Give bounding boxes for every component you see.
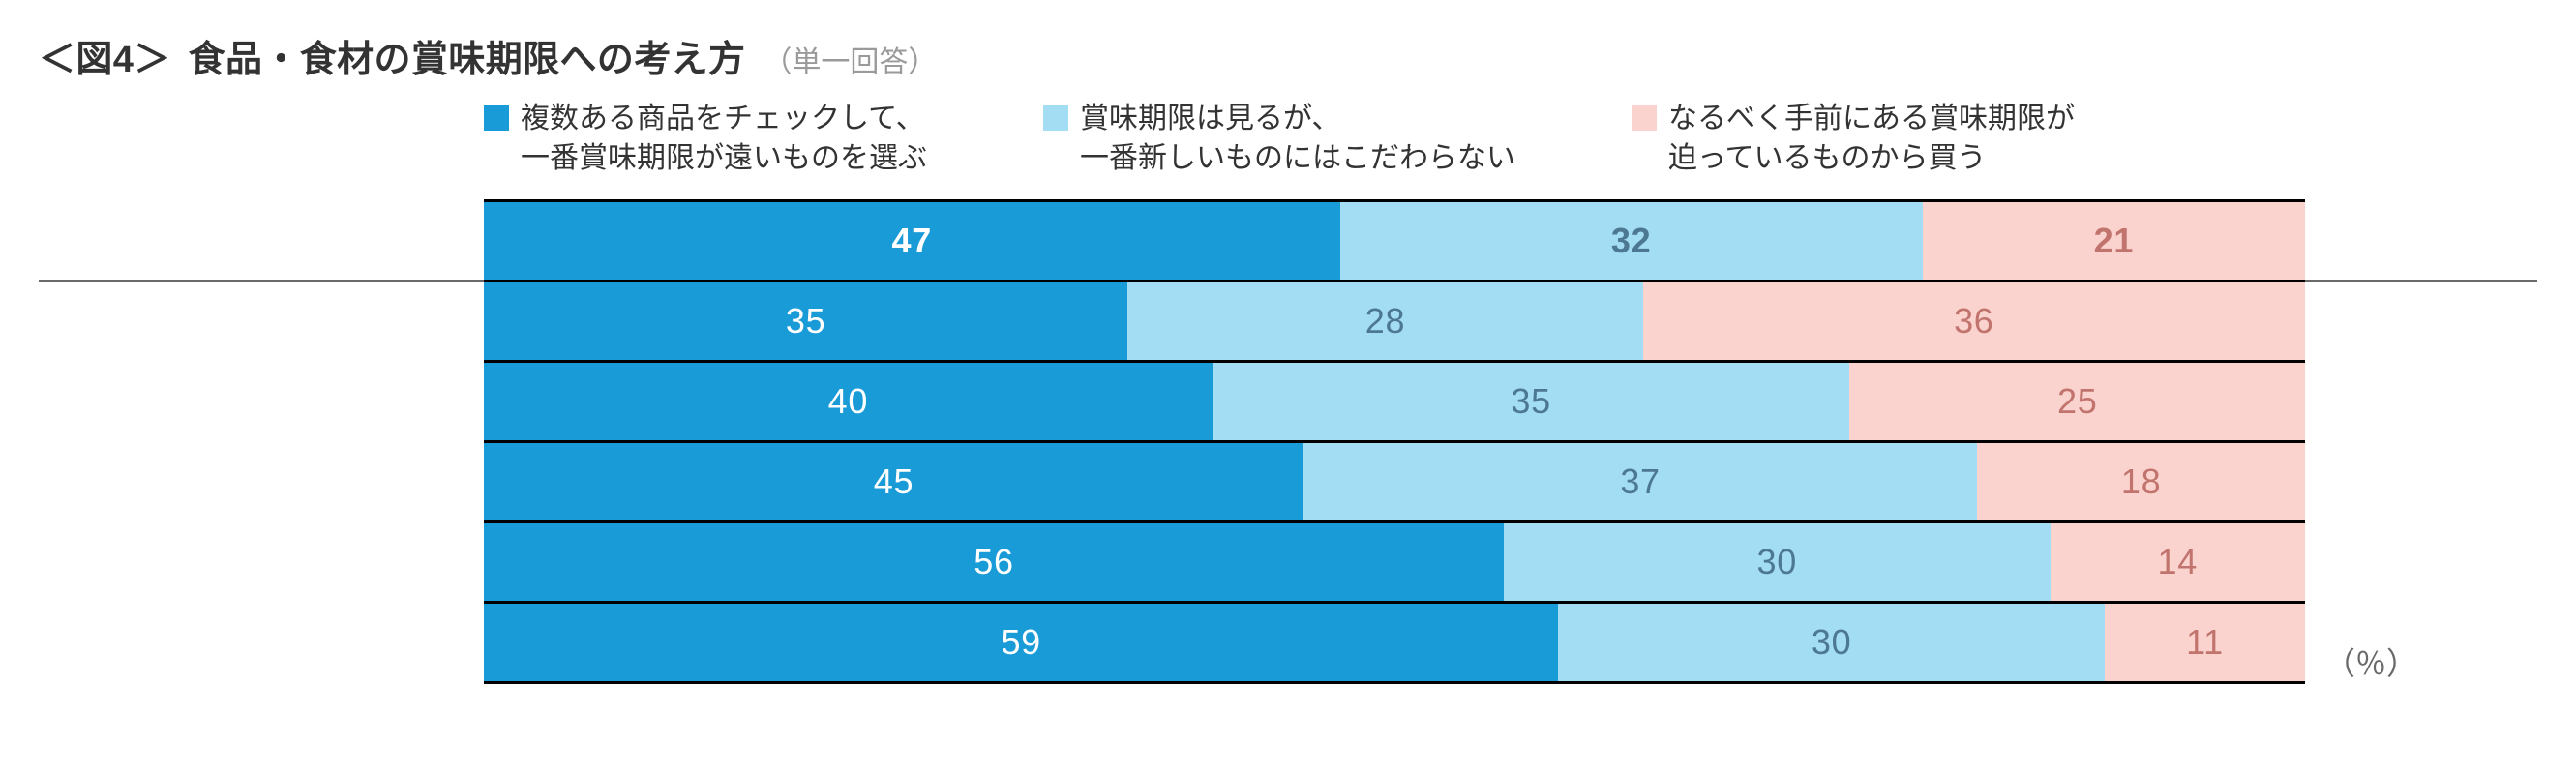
chart-title-main: 食品・食材の賞味期限への考え方 <box>189 29 746 82</box>
bar-seg-0-farthest: 47 <box>484 202 1340 280</box>
legend-item-0: 複数ある商品をチェックして、 一番賞味期限が遠いものを選ぶ <box>484 100 927 178</box>
bar-seg-5-farthest: 59 <box>484 604 1558 681</box>
unit-gutter: （％） <box>2305 199 2537 684</box>
bar-row-4: 563014 <box>484 520 2305 601</box>
bar-seg-0-not_picky: 32 <box>1340 202 1923 280</box>
bar-row-5: 593011 <box>484 601 2305 684</box>
bar-row-total: 473221 <box>484 199 2305 280</box>
bars-row: 473221352836403525453718563014593011 （％） <box>39 199 2537 684</box>
bar-row-3: 453718 <box>484 440 2305 520</box>
unit-label: （％） <box>2324 639 2417 684</box>
legend-left-gutter <box>39 100 484 199</box>
bar-seg-4-nearest: 14 <box>2051 523 2305 601</box>
bar-seg-2-nearest: 25 <box>1849 363 2305 440</box>
chart-title-sub: （単一回答） <box>763 38 937 80</box>
bar-seg-2-not_picky: 35 <box>1213 363 1850 440</box>
legend-label-0: 複数ある商品をチェックして、 一番賞味期限が遠いものを選ぶ <box>521 100 927 178</box>
legend-label-2: なるべく手前にある賞味期限が 迫っているものから買う <box>1668 100 2075 178</box>
legend-swatch-1 <box>1043 105 1068 131</box>
chart-title-head: ＜図4＞ <box>39 29 171 82</box>
legend-swatch-2 <box>1632 105 1657 131</box>
bar-seg-4-farthest: 56 <box>484 523 1504 601</box>
bar-seg-3-farthest: 45 <box>484 443 1303 520</box>
bar-row-1: 352836 <box>484 280 2305 360</box>
bar-seg-1-not_picky: 28 <box>1127 282 1642 360</box>
legend-row: 複数ある商品をチェックして、 一番賞味期限が遠いものを選ぶ 賞味期限は見るが、 一… <box>39 100 2537 199</box>
stacked-bars: 473221352836403525453718563014593011 <box>484 199 2305 684</box>
bars-left-gutter <box>39 199 484 684</box>
bar-seg-5-not_picky: 30 <box>1558 604 2105 681</box>
bar-row-2: 403525 <box>484 360 2305 440</box>
legend-item-1: 賞味期限は見るが、 一番新しいものにはこだわらない <box>1043 100 1515 178</box>
figure-4-stacked-bar: ＜図4＞ 食品・食材の賞味期限への考え方 （単一回答） 複数ある商品をチェックし… <box>0 0 2576 703</box>
bar-seg-3-nearest: 18 <box>1977 443 2305 520</box>
bar-seg-5-nearest: 11 <box>2105 604 2305 681</box>
legend-right-gutter <box>2305 100 2537 199</box>
legend: 複数ある商品をチェックして、 一番賞味期限が遠いものを選ぶ 賞味期限は見るが、 一… <box>484 100 2305 178</box>
bar-seg-3-not_picky: 37 <box>1303 443 1977 520</box>
legend-item-2: なるべく手前にある賞味期限が 迫っているものから買う <box>1632 100 2075 178</box>
legend-label-1: 賞味期限は見るが、 一番新しいものにはこだわらない <box>1080 100 1515 178</box>
chart-title: ＜図4＞ 食品・食材の賞味期限への考え方 （単一回答） <box>39 29 2537 82</box>
legend-swatch-0 <box>484 105 509 131</box>
bar-seg-1-nearest: 36 <box>1643 282 2305 360</box>
bar-seg-1-farthest: 35 <box>484 282 1127 360</box>
bar-seg-2-farthest: 40 <box>484 363 1213 440</box>
bar-seg-0-nearest: 21 <box>1923 202 2305 280</box>
bar-seg-4-not_picky: 30 <box>1504 523 2051 601</box>
